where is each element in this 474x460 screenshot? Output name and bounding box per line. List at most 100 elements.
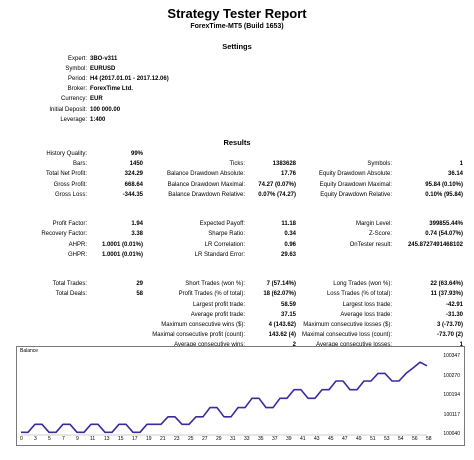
y-tick-label: 100040 bbox=[443, 431, 460, 437]
settings-value: EUR bbox=[90, 96, 103, 103]
y-tick-label: 100117 bbox=[443, 411, 460, 418]
report-title: Strategy Tester Report bbox=[167, 6, 307, 21]
result-value: 324.29 bbox=[124, 171, 143, 178]
x-tick-label: 11 bbox=[90, 436, 96, 442]
settings-value: H4 (2017.01.01 - 2017.12.06) bbox=[90, 76, 169, 83]
result-label: Sharpe Ratio: bbox=[208, 231, 245, 238]
x-tick-label: 29 bbox=[216, 436, 222, 442]
result-value: 58.59 bbox=[280, 301, 296, 308]
result-value: 11.18 bbox=[281, 221, 296, 228]
result-label: AHPR: bbox=[68, 241, 87, 248]
result-label: Average profit trade: bbox=[190, 311, 245, 318]
y-tick-label: 100347 bbox=[443, 353, 460, 359]
x-tick-label: 17 bbox=[132, 436, 138, 442]
x-tick-label: 35 bbox=[258, 436, 264, 442]
settings-label: Currency: bbox=[60, 96, 87, 103]
result-label: Maximum consecutive losses ($): bbox=[303, 322, 392, 328]
result-label: Maximum consecutive wins ($): bbox=[161, 322, 245, 328]
result-label: Total Trades: bbox=[52, 281, 87, 288]
settings-heading: Settings bbox=[222, 42, 252, 51]
result-value: 399855.44% bbox=[429, 221, 463, 228]
result-value: 3 (-73.70) bbox=[436, 322, 463, 328]
x-tick-label: 53 bbox=[384, 436, 390, 442]
result-label: GHPR: bbox=[67, 251, 87, 258]
result-value: 143.62 (4) bbox=[268, 332, 296, 339]
result-label: Average consecutive wins: bbox=[174, 341, 245, 349]
result-value: 245.8727491468102 bbox=[407, 241, 463, 248]
result-value: 36.14 bbox=[447, 171, 463, 178]
result-value: 0.07% (74.27) bbox=[258, 191, 296, 198]
settings-value: EURUSD bbox=[90, 66, 116, 73]
settings-label: Initial Deposit: bbox=[49, 106, 87, 113]
result-label: Equity Drawdown Maximal: bbox=[319, 181, 392, 188]
result-value: -73.70 (2) bbox=[436, 332, 463, 339]
result-value: 668.64 bbox=[124, 181, 143, 188]
result-value: 29 bbox=[136, 281, 143, 288]
result-label: Balance Drawdown Absolute: bbox=[166, 171, 245, 178]
result-label: Total Net Profit: bbox=[45, 171, 87, 178]
result-value: 1 bbox=[460, 341, 463, 349]
x-tick-label: 51 bbox=[370, 436, 376, 442]
balance-chart: Balance 100347 100270 100194 100117 100040 0 3… bbox=[16, 346, 465, 446]
settings-label: Period: bbox=[67, 76, 87, 83]
result-label: Profit Trades (% of total): bbox=[178, 291, 245, 298]
result-label: Profit Factor: bbox=[52, 221, 87, 228]
result-label: LR Correlation: bbox=[204, 241, 245, 248]
result-label: Recovery Factor: bbox=[41, 231, 87, 238]
x-tick-label: 25 bbox=[188, 436, 194, 442]
result-value: 3.38 bbox=[131, 231, 143, 238]
result-value: 7 (57.14%) bbox=[266, 281, 296, 288]
x-tick-label: 33 bbox=[244, 436, 250, 442]
result-label: Z-Score: bbox=[368, 231, 392, 238]
x-tick-label: 43 bbox=[314, 436, 320, 442]
settings-value: 1:400 bbox=[90, 116, 106, 123]
settings-label: Broker: bbox=[67, 86, 87, 93]
x-tick-label: 58 bbox=[426, 436, 432, 442]
result-label: Short Trades (won %): bbox=[185, 281, 245, 288]
x-tick-label: 3 bbox=[34, 436, 37, 442]
x-tick-label: 49 bbox=[356, 436, 362, 442]
result-value: 1.94 bbox=[131, 221, 143, 228]
result-value: 2 bbox=[293, 341, 296, 349]
result-label: Average consecutive losses: bbox=[316, 341, 392, 349]
result-value: 1450 bbox=[129, 161, 143, 168]
balance-series-line bbox=[21, 361, 428, 434]
y-tick-label: 100270 bbox=[443, 372, 460, 379]
x-tick-label: 23 bbox=[174, 436, 180, 442]
x-tick-label: 56 bbox=[412, 436, 418, 442]
x-tick-label: 31 bbox=[230, 436, 236, 442]
x-tick-label: 9 bbox=[76, 436, 79, 442]
settings-label: Leverage: bbox=[60, 116, 87, 123]
result-label: Equity Drawdown Absolute: bbox=[318, 171, 392, 178]
result-label: Balance Drawdown Relative: bbox=[168, 191, 245, 198]
x-tick-label: 13 bbox=[104, 436, 110, 442]
result-value: 11 (37.93%) bbox=[430, 291, 463, 298]
result-value: 74.27 (0.07%) bbox=[258, 181, 296, 188]
x-tick-label: 7 bbox=[62, 436, 65, 442]
result-label: Balance Drawdown Maximal: bbox=[167, 181, 245, 188]
result-label: LR Standard Error: bbox=[194, 251, 245, 258]
result-value: 0.34 bbox=[284, 231, 296, 238]
result-label: Gross Loss: bbox=[54, 191, 87, 198]
x-tick-label: 27 bbox=[202, 436, 208, 442]
chart-title: Balance bbox=[20, 348, 39, 354]
result-value: 37.15 bbox=[280, 311, 296, 318]
result-value: 0.96 bbox=[284, 241, 296, 248]
result-label: Expected Payoff: bbox=[199, 221, 245, 228]
x-tick-label: 5 bbox=[48, 436, 51, 442]
settings-label: Symbol: bbox=[65, 66, 87, 73]
result-value: 1 bbox=[459, 161, 463, 168]
result-label: Ticks: bbox=[229, 161, 245, 168]
result-label: Loss Trades (% of total): bbox=[326, 291, 392, 298]
result-label: Maximal consecutive loss (count): bbox=[301, 332, 392, 339]
x-tick-label: 21 bbox=[160, 436, 166, 442]
result-label: Largest loss trade: bbox=[342, 301, 392, 308]
x-tick-label: 0 bbox=[20, 436, 23, 442]
result-value: 29.63 bbox=[280, 251, 296, 258]
results-heading: Results bbox=[223, 138, 251, 147]
result-value: 1.0001 (0.01%) bbox=[101, 241, 143, 248]
x-tick-label: 15 bbox=[118, 436, 124, 442]
settings-value: 100 000.00 bbox=[90, 106, 121, 113]
y-tick-label: 100194 bbox=[443, 392, 460, 398]
result-value: 18 (62.07%) bbox=[263, 291, 296, 298]
